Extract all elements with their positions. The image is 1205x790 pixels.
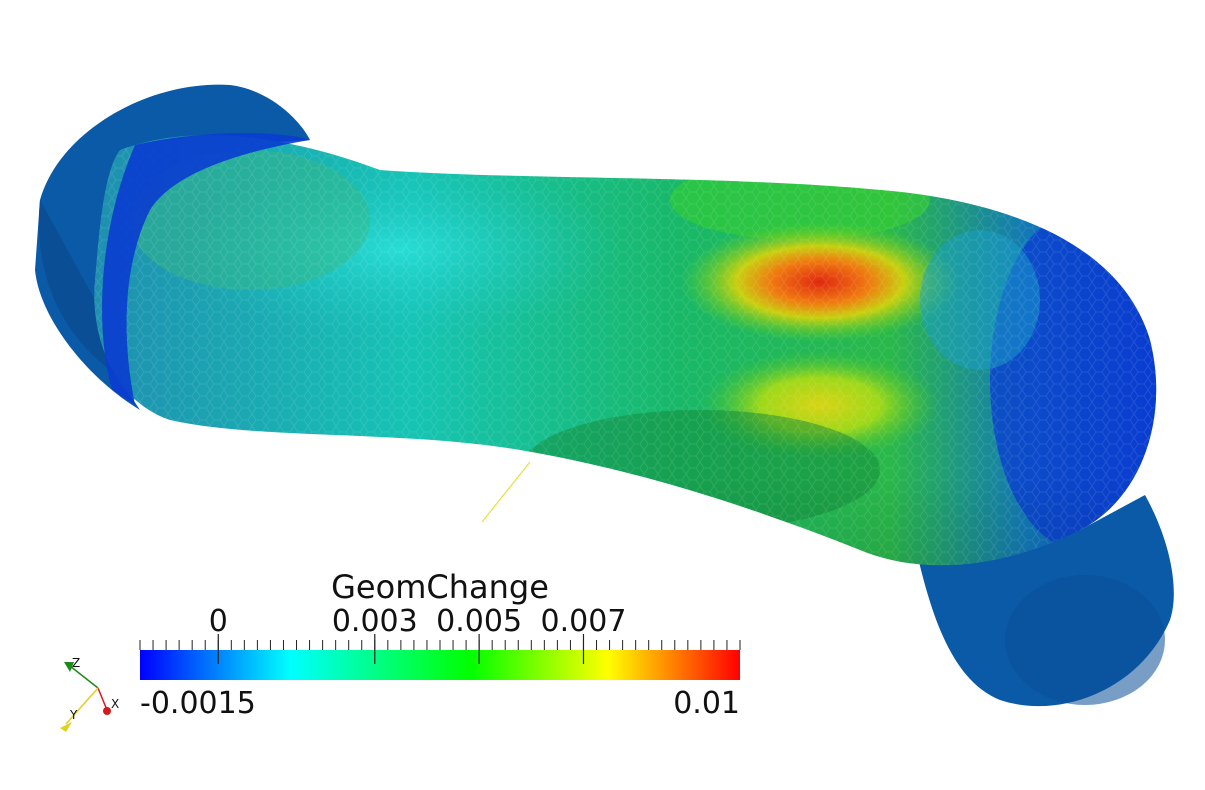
colormap-strip (140, 650, 740, 680)
z-axis-cone (64, 662, 74, 672)
scalar-bar-tick-label: 0.005 (436, 604, 523, 639)
orientation-axes (60, 662, 111, 732)
x-axis-label: X (111, 697, 120, 711)
y-axis-label: Y (70, 708, 78, 722)
x-axis-cone (103, 707, 111, 715)
scalar-bar-tick-label: 0.003 (331, 604, 418, 639)
z-axis-line (69, 665, 99, 689)
scalar-bar-ticks (139, 634, 741, 664)
z-axis-label: Z (72, 656, 81, 670)
scalar-bar-tick-label: 0.007 (540, 604, 627, 639)
y-axis-cone (60, 722, 72, 732)
scalar-bar (139, 634, 741, 680)
x-axis-line (97, 687, 108, 711)
scalar-bar-max-label: 0.01 (673, 686, 740, 721)
scalar-bar-tick-label: 0 (208, 604, 228, 639)
y-axis-line (65, 687, 99, 725)
axis-line-artifact (481, 461, 531, 523)
scalar-bar-min-label: -0.0015 (140, 686, 256, 721)
scalar-bar-title: GeomChange (331, 568, 549, 606)
